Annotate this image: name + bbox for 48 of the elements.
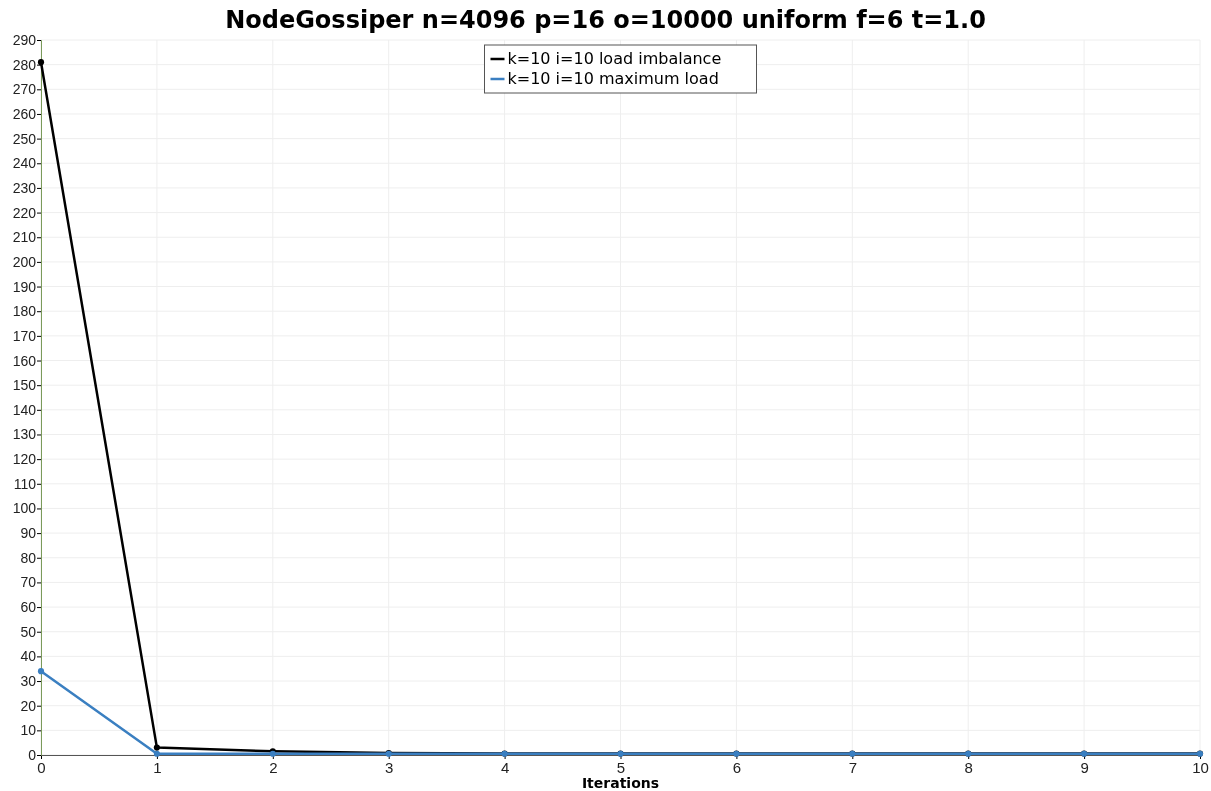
y-tick-label: 40 [20,648,37,665]
y-tick-label: 90 [20,525,37,542]
point [37,59,45,66]
point [153,744,160,751]
x-tick-label: 1 [153,758,162,776]
y-tick-label: 60 [20,599,37,616]
y-tick-label: 240 [12,155,37,172]
y-tick-label: 230 [12,179,37,196]
x-tick-label: 7 [848,758,857,776]
legend-label: k=10 i=10 load imbalance [507,49,722,68]
y-tick-label: 160 [12,352,37,369]
point [37,668,45,675]
y-tick-label: 0 [28,746,37,763]
y-tick-label: 200 [12,253,37,270]
y-tick-label: 170 [12,327,37,344]
x-tick-label: 6 [732,758,742,776]
y-tick-label: 280 [12,56,37,73]
chart-title: NodeGossiper n=4096 p=16 o=10000 uniform f=6 t=1.0 [225,6,986,34]
x-axis-title: Iterations [581,775,660,791]
x-tick-label: 3 [385,758,394,776]
point [153,750,160,757]
y-tick-label: 30 [20,673,37,690]
y-tick-label: 130 [12,426,37,443]
y-tick-label: 270 [12,81,37,98]
y-tick-label: 70 [20,574,37,591]
y-tick-label: 150 [12,377,37,394]
y-tick-label: 140 [12,401,37,418]
y-tick-label: 290 [12,31,37,48]
y-tick-label: 220 [12,204,37,221]
legend-label: k=10 i=10 maximum load [507,69,719,88]
x-tick-label: 5 [616,758,626,776]
y-tick-label: 20 [20,697,37,714]
y-tick-label: 100 [12,500,37,517]
y-tick-label: 260 [12,105,37,122]
y-tick-label: 10 [20,722,37,739]
y-tick-label: 120 [12,451,37,468]
y-tick-label: 80 [20,549,37,566]
x-tick-label: 10 [1192,758,1209,776]
y-tick-label: 180 [12,303,37,320]
x-tick-label: 2 [269,758,278,776]
y-tick-label: 110 [13,475,37,492]
y-tick-label: 210 [12,229,37,246]
y-tick-label: 50 [20,623,37,640]
x-tick-label: 4 [500,758,510,776]
x-tick-label: 9 [1080,758,1089,776]
y-tick-label: 190 [12,278,37,295]
y-tick-label: 250 [12,130,37,147]
x-tick-label: 8 [964,758,973,776]
